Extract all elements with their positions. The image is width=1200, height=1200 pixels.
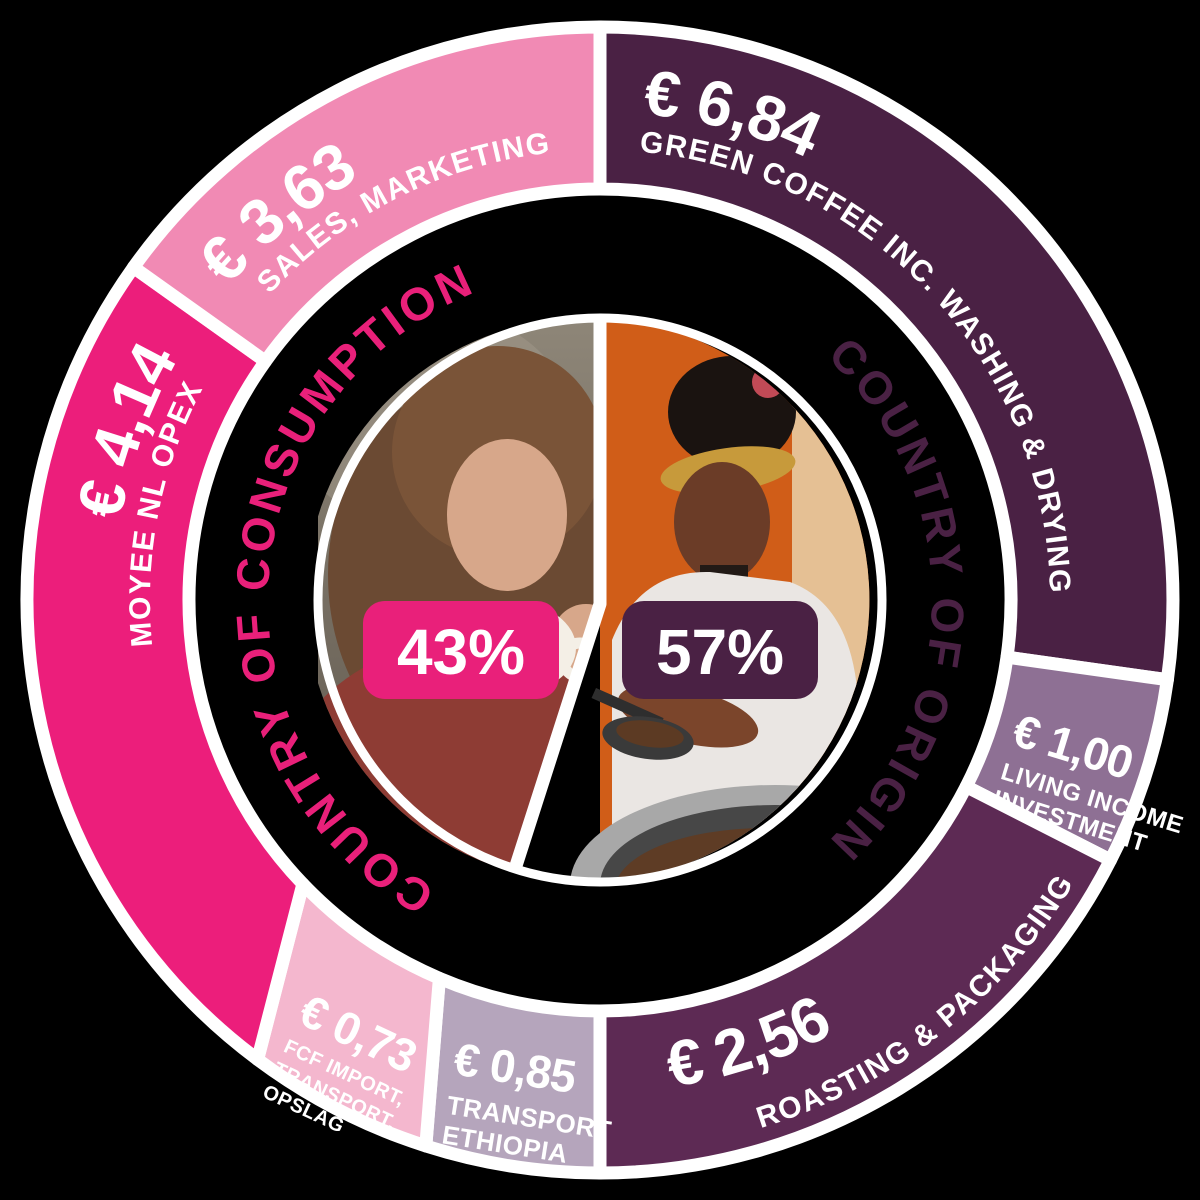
bean-dot [823,898,837,912]
bean-dot [733,898,747,912]
segment-roasting-packaging [593,780,1117,1180]
beans-in-scoop [616,720,684,748]
segment-sales-marketing [127,20,607,368]
bean-dot [753,858,767,872]
consumption-badge-background [363,601,559,699]
consumption-share-value: 43% [397,616,525,688]
consumer-face [447,439,567,591]
photo-divider [507,316,607,874]
origin-share-value: 57% [656,616,784,688]
origin-share-badge: 57% [622,601,818,699]
segment-moyee-nl-opex [20,260,310,1066]
consumption-share-badge: 43% [363,601,559,699]
bean-dot [693,873,707,882]
producer-face [674,462,770,582]
origin-badge-background [622,601,818,699]
bean-dot [783,878,797,882]
donut-ring [20,20,1180,1180]
segment-green-coffee [593,20,1180,687]
